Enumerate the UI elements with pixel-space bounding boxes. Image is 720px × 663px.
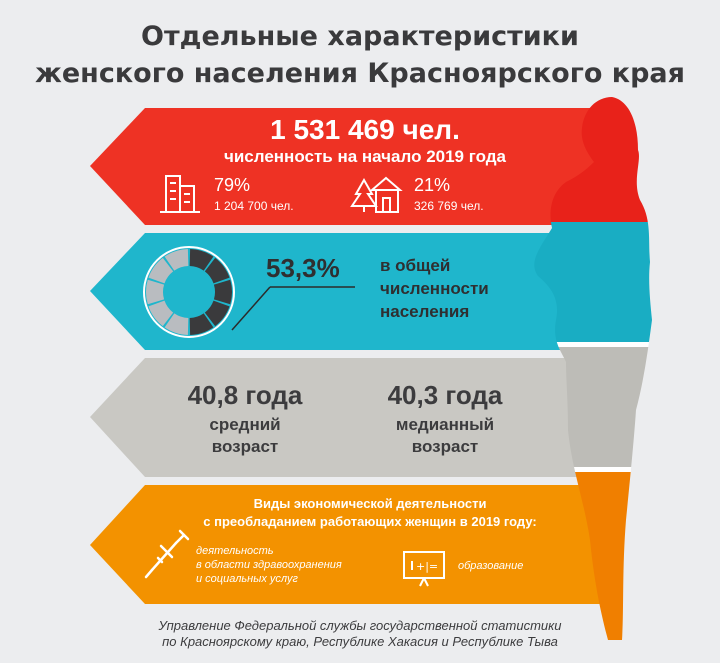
donut-segment-filled [213, 279, 232, 305]
donut-segment-filled [189, 249, 214, 271]
activity-item-health: деятельность в области здравоохранения и… [196, 544, 342, 586]
footer-line-2: по Красноярскому краю, Республике Хакаси… [162, 634, 558, 649]
age-band [90, 358, 620, 477]
rural-percent: 21% [414, 175, 451, 195]
average-age-line-1: средний [209, 415, 281, 434]
activity-heading: Виды экономической деятельности с преобл… [150, 495, 590, 531]
median-age: 40,3 года медианный возраст [360, 380, 530, 458]
average-age-value: 40,8 года [187, 380, 303, 410]
donut-segment-empty [145, 279, 165, 305]
rural-count: 326 769 чел. [414, 199, 484, 213]
share-donut [143, 246, 235, 338]
footer-source: Управление Федеральной службы государств… [0, 618, 720, 650]
city-buildings-icon [160, 175, 200, 213]
donut-outline [143, 246, 235, 338]
population-band [90, 108, 620, 225]
median-age-line-2: возраст [411, 437, 479, 456]
title-line-2: женского населения Красноярского края [35, 58, 685, 89]
activity-band [90, 485, 620, 604]
urban-percent: 79% [214, 175, 251, 195]
median-age-line-1: медианный [395, 415, 495, 434]
donut-segment-filled [204, 257, 230, 284]
donut-segment-empty [164, 313, 189, 335]
donut-segment-empty [148, 257, 174, 284]
page-title: Отдельные характеристики женского населе… [0, 18, 720, 92]
footer-line-1: Управление Федеральной службы государств… [158, 618, 562, 633]
average-age: 40,8 года средний возраст [160, 380, 330, 458]
activity-item-health-line-3: и социальных услуг [196, 573, 298, 585]
activity-heading-line-1: Виды экономической деятельности [253, 496, 487, 511]
activity-heading-line-2: с преобладанием работающих женщин в 2019… [203, 514, 537, 529]
syringe-icon [144, 529, 190, 579]
svg-text:+|=: +|= [416, 560, 438, 573]
share-caption-line-1: в общей [380, 256, 451, 275]
share-percent: 53,3% [266, 253, 340, 283]
average-age-line-2: возраст [211, 437, 279, 456]
population-caption: численность на начало 2019 года [223, 147, 506, 166]
urban-count: 1 204 700 чел. [214, 199, 294, 213]
donut-segment-empty [148, 300, 174, 327]
donut-leader-line [231, 286, 271, 331]
activity-item-education: образование [458, 560, 524, 572]
share-caption: в общей численности населения [380, 254, 489, 323]
share-caption-line-3: населения [380, 302, 470, 321]
village-house-icon [350, 176, 403, 213]
population-total: 1 531 469 чел. [270, 114, 460, 145]
donut-segment-empty [164, 249, 189, 271]
donut-segment-filled [204, 300, 230, 327]
activity-item-health-line-2: в области здравоохранения [196, 559, 342, 571]
activity-item-health-line-1: деятельность [196, 545, 274, 557]
donut-segment-filled [189, 313, 214, 335]
blackboard-icon: +|= [403, 551, 445, 587]
title-line-1: Отдельные характеристики [141, 21, 579, 52]
median-age-value: 40,3 года [387, 380, 503, 410]
share-caption-line-2: численности [380, 279, 489, 298]
